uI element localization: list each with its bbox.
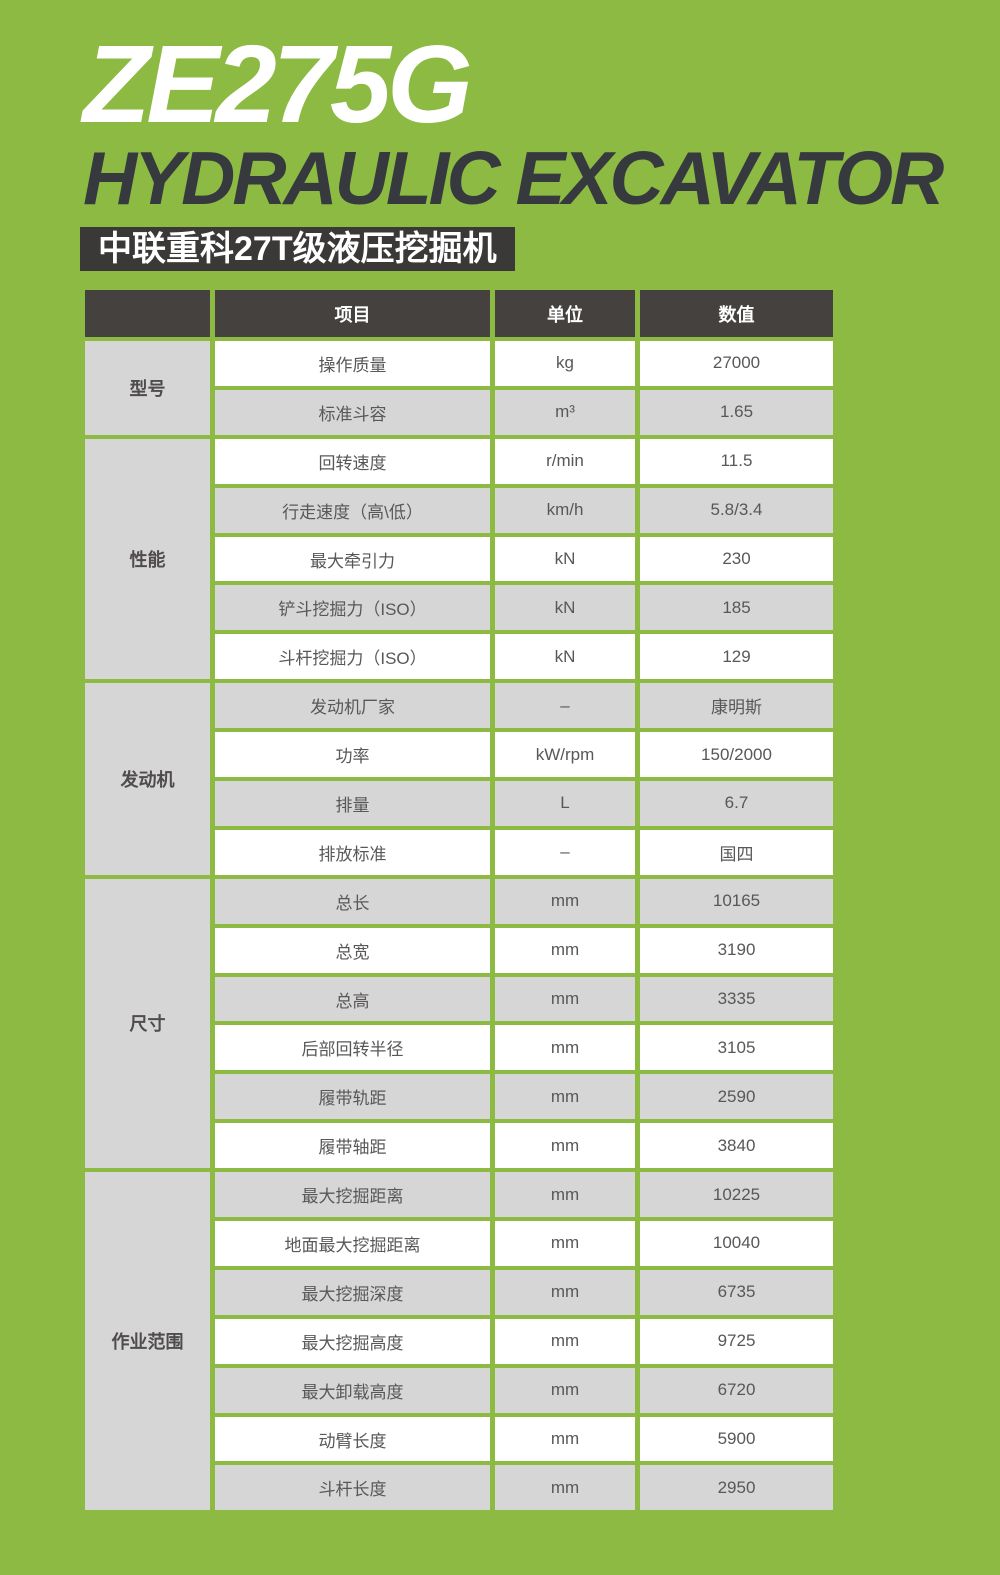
header-corner-cell	[85, 290, 210, 337]
row-1-unit: kg	[495, 341, 635, 386]
row-19-value: 10040	[640, 1221, 833, 1266]
row-11-item: 排放标准	[215, 829, 490, 875]
row-16-unit: mm	[495, 1074, 635, 1120]
column-header-unit: 单位	[495, 290, 635, 337]
row-1-value: 27000	[640, 341, 833, 386]
row-13-value: 3190	[640, 927, 833, 973]
group-label-5: 作业范围	[85, 1172, 210, 1511]
row-15-value: 3105	[640, 1025, 833, 1071]
row-8-value: 康明斯	[640, 683, 833, 729]
row-10-item: 排量	[215, 781, 490, 826]
row-3-item: 回转速度	[215, 438, 490, 484]
row-16-value: 2590	[640, 1074, 833, 1120]
row-19-item: 地面最大挖掘距离	[215, 1221, 490, 1266]
row-2-unit: m³	[495, 389, 635, 435]
row-13-item: 总宽	[215, 927, 490, 973]
row-5-value: 230	[640, 536, 833, 582]
row-23-item: 动臂长度	[215, 1416, 490, 1462]
row-22-unit: mm	[495, 1367, 635, 1413]
row-14-item: 总高	[215, 976, 490, 1022]
row-24-item: 斗杆长度	[215, 1465, 490, 1511]
group-label-1: 型号	[85, 341, 210, 435]
row-7-unit: kN	[495, 634, 635, 680]
column-header-item: 项目	[215, 290, 490, 337]
group-label-4: 尺寸	[85, 878, 210, 1169]
row-11-value: 国四	[640, 829, 833, 875]
row-10-unit: L	[495, 781, 635, 826]
row-20-value: 6735	[640, 1269, 833, 1315]
row-12-unit: mm	[495, 878, 635, 924]
row-16-item: 履带轨距	[215, 1074, 490, 1120]
row-6-unit: kN	[495, 585, 635, 631]
row-23-unit: mm	[495, 1416, 635, 1462]
row-23-value: 5900	[640, 1416, 833, 1462]
row-19-unit: mm	[495, 1221, 635, 1266]
row-14-unit: mm	[495, 976, 635, 1022]
row-2-value: 1.65	[640, 389, 833, 435]
row-15-unit: mm	[495, 1025, 635, 1071]
subtitle-badge: 中联重科27T级液压挖掘机	[80, 227, 515, 271]
row-7-value: 129	[640, 634, 833, 680]
row-18-value: 10225	[640, 1172, 833, 1218]
row-2-item: 标准斗容	[215, 389, 490, 435]
row-21-unit: mm	[495, 1318, 635, 1364]
row-24-value: 2950	[640, 1465, 833, 1511]
row-8-item: 发动机厂家	[215, 683, 490, 729]
row-18-item: 最大挖掘距离	[215, 1172, 490, 1218]
row-20-item: 最大挖掘深度	[215, 1269, 490, 1315]
row-21-value: 9725	[640, 1318, 833, 1364]
group-label-3: 发动机	[85, 683, 210, 875]
row-22-item: 最大卸载高度	[215, 1367, 490, 1413]
row-15-item: 后部回转半径	[215, 1025, 490, 1071]
model-title: ZE275G	[83, 23, 473, 146]
row-9-item: 功率	[215, 732, 490, 778]
row-18-unit: mm	[495, 1172, 635, 1218]
row-24-unit: mm	[495, 1465, 635, 1511]
row-13-unit: mm	[495, 927, 635, 973]
group-label-2: 性能	[85, 438, 210, 680]
row-4-value: 5.8/3.4	[640, 487, 833, 533]
row-6-item: 铲斗挖掘力（ISO）	[215, 585, 490, 631]
row-5-item: 最大牵引力	[215, 536, 490, 582]
row-3-value: 11.5	[640, 438, 833, 484]
row-10-value: 6.7	[640, 781, 833, 826]
row-6-value: 185	[640, 585, 833, 631]
row-8-unit: –	[495, 683, 635, 729]
row-11-unit: –	[495, 829, 635, 875]
row-12-value: 10165	[640, 878, 833, 924]
spec-table: 项目 单位 数值 型号 性能 发动机 尺寸 作业范围 操作质量 kg 27000 标准斗容 m³ 1…	[85, 290, 833, 1511]
column-header-value: 数值	[640, 290, 833, 337]
row-22-value: 6720	[640, 1367, 833, 1413]
row-12-item: 总长	[215, 878, 490, 924]
row-5-unit: kN	[495, 536, 635, 582]
row-17-unit: mm	[495, 1123, 635, 1169]
row-1-item: 操作质量	[215, 341, 490, 386]
row-7-item: 斗杆挖掘力（ISO）	[215, 634, 490, 680]
row-21-item: 最大挖掘高度	[215, 1318, 490, 1364]
product-type-title: HYDRAULIC EXCAVATOR	[83, 136, 944, 220]
row-4-unit: km/h	[495, 487, 635, 533]
row-9-unit: kW/rpm	[495, 732, 635, 778]
row-9-value: 150/2000	[640, 732, 833, 778]
row-17-item: 履带轴距	[215, 1123, 490, 1169]
row-20-unit: mm	[495, 1269, 635, 1315]
row-4-item: 行走速度（高\低）	[215, 487, 490, 533]
row-17-value: 3840	[640, 1123, 833, 1169]
row-14-value: 3335	[640, 976, 833, 1022]
row-3-unit: r/min	[495, 438, 635, 484]
